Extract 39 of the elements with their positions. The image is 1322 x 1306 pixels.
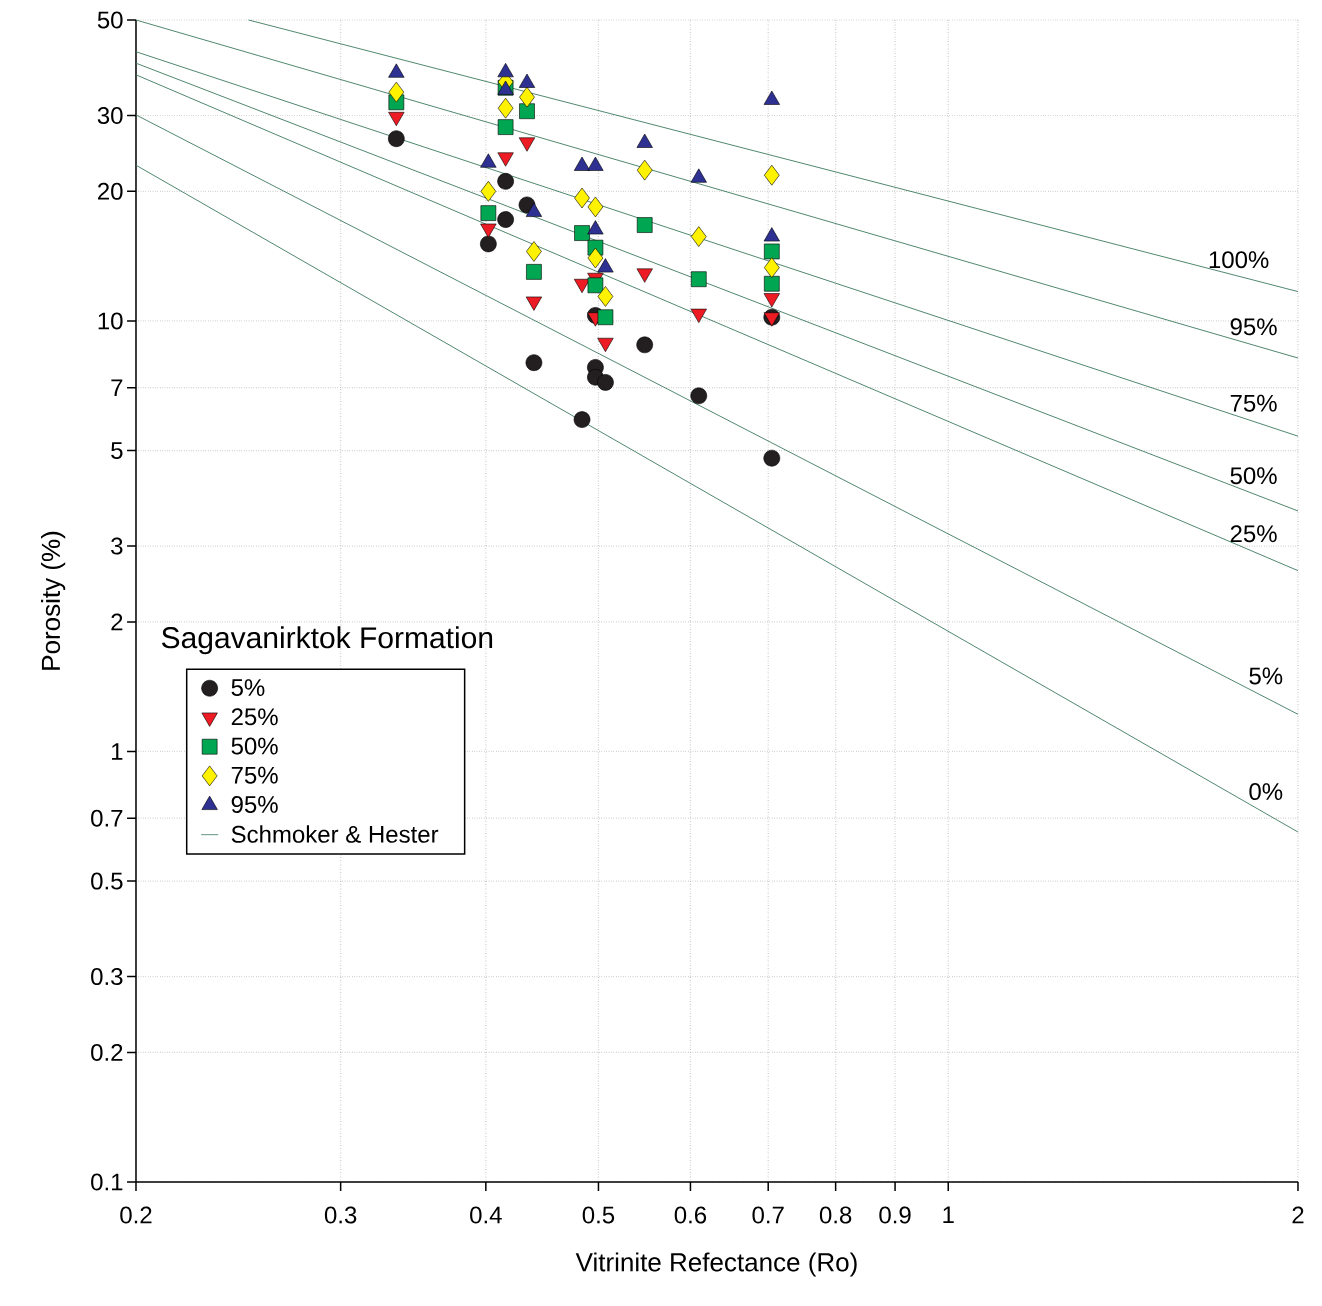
y-tick-label: 0.1	[91, 1173, 123, 1191]
y-tick-label: 50	[97, 11, 123, 29]
y-tick-label: 30	[97, 107, 123, 125]
legend-title: Sagavanirktok Formation	[161, 626, 493, 655]
y-axis-title: Porosity (%)	[40, 531, 66, 670]
annotation: 50%	[1230, 467, 1277, 485]
annotation: 25%	[1230, 525, 1277, 543]
x-tick-label: 0.7	[752, 1206, 784, 1224]
annotation: 95%	[1230, 318, 1277, 336]
y-tick-label: 3	[111, 537, 123, 555]
legend-label: 5%	[231, 679, 265, 697]
x-tick-label: 2	[1292, 1206, 1304, 1224]
legend-label: 50%	[231, 737, 278, 755]
y-tick-label: 10	[98, 312, 123, 330]
x-tick-label: 0.3	[324, 1206, 357, 1224]
y-tick-label: 0.2	[91, 1043, 123, 1061]
legend-label: Schmoker & Hester	[231, 825, 439, 843]
y-tick-label: 7	[111, 379, 123, 396]
legend-label: 25%	[231, 708, 278, 726]
legend-label: 95%	[231, 795, 278, 813]
y-tick-label: 0.5	[91, 872, 123, 890]
x-axis-title: Vitrinite Refectance (Ro)	[575, 1252, 857, 1277]
y-tick-label: 20	[98, 182, 123, 200]
x-tick-label: 0.5	[582, 1206, 615, 1224]
y-tick-label: 2	[111, 613, 123, 631]
annotation: 75%	[1230, 394, 1277, 412]
x-tick-label: 0.6	[674, 1206, 707, 1224]
x-tick-label: 0.8	[819, 1206, 852, 1224]
y-tick-label: 5	[111, 442, 123, 459]
y-tick-label: 0.7	[91, 809, 123, 827]
annotation: 0%	[1249, 783, 1283, 801]
y-tick-label: 1	[112, 743, 123, 760]
legend-label: 75%	[231, 766, 278, 784]
x-tick-label: 0.9	[879, 1206, 911, 1224]
x-tick-label: 1	[943, 1206, 954, 1224]
annotation: 5%	[1249, 667, 1283, 685]
annotation: 100%	[1209, 251, 1269, 269]
y-tick-label: 0.3	[91, 968, 123, 986]
x-tick-label: 0.4	[470, 1206, 502, 1224]
